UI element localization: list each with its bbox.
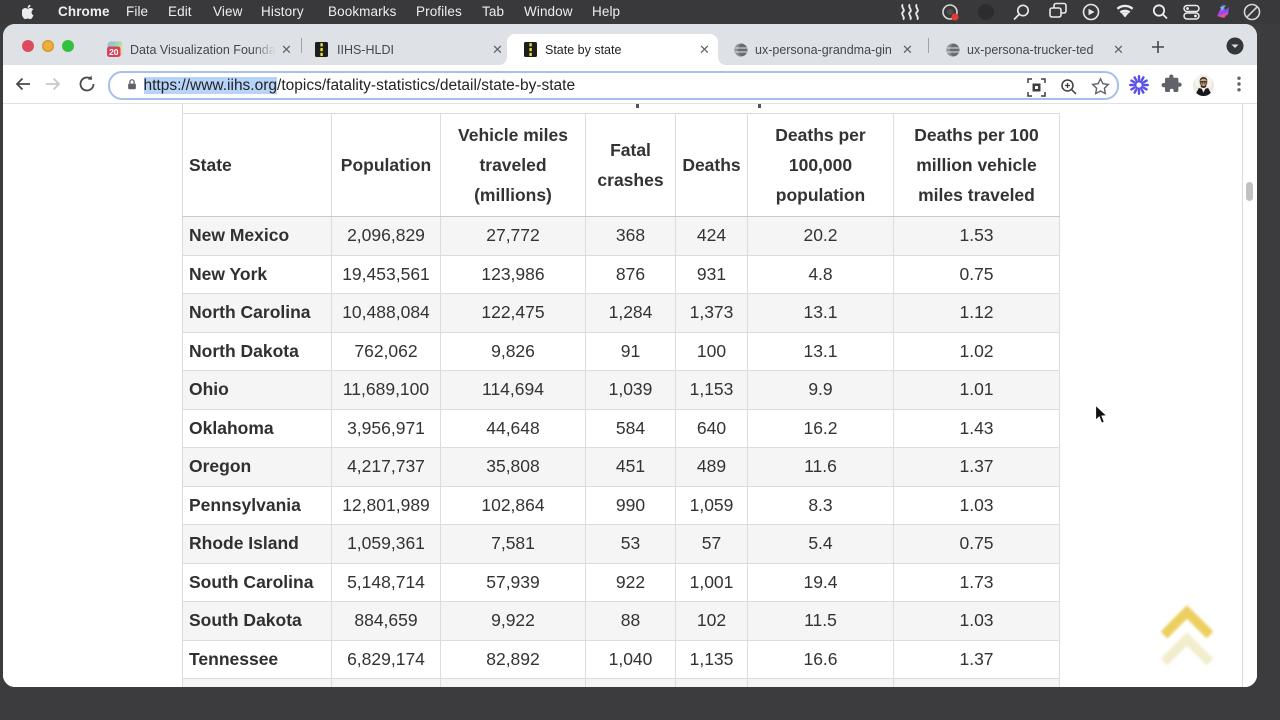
svg-text:20: 20	[109, 47, 119, 57]
